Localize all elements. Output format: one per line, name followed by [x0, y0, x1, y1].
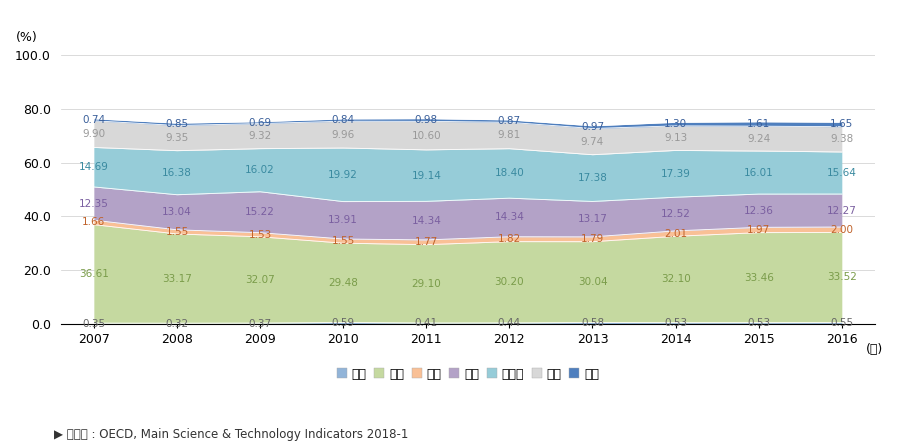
Text: 0.35: 0.35: [83, 319, 106, 328]
Text: 9.32: 9.32: [248, 131, 272, 141]
Text: 12.52: 12.52: [661, 209, 691, 219]
Text: 32.10: 32.10: [661, 275, 691, 284]
Text: 0.37: 0.37: [248, 319, 272, 328]
Legend: 한국, 미국, 일본, 독일, 프랑스, 영국, 중국: 한국, 미국, 일본, 독일, 프랑스, 영국, 중국: [332, 363, 604, 385]
Text: 13.17: 13.17: [578, 214, 607, 224]
Text: ▶ 자료원 : OECD, Main Science & Technology Indicators 2018-1: ▶ 자료원 : OECD, Main Science & Technology …: [54, 428, 408, 441]
Text: 17.38: 17.38: [578, 173, 607, 183]
Text: 9.24: 9.24: [747, 134, 771, 144]
Text: 16.01: 16.01: [744, 167, 773, 178]
Text: (%): (%): [16, 31, 38, 44]
Text: 33.52: 33.52: [827, 272, 857, 283]
Text: 0.98: 0.98: [414, 115, 438, 125]
Text: 1.66: 1.66: [83, 218, 106, 227]
Text: 0.59: 0.59: [332, 318, 354, 328]
Text: 0.84: 0.84: [332, 115, 354, 125]
Text: 1.82: 1.82: [498, 234, 521, 244]
Text: 0.85: 0.85: [165, 119, 188, 129]
Text: 0.44: 0.44: [498, 319, 521, 328]
Text: 2.00: 2.00: [831, 225, 853, 235]
Text: 0.69: 0.69: [248, 117, 272, 128]
Text: 12.27: 12.27: [827, 206, 857, 215]
Text: 19.14: 19.14: [412, 170, 441, 181]
Text: 29.10: 29.10: [412, 279, 441, 289]
Text: 1.61: 1.61: [747, 119, 771, 129]
Text: 0.41: 0.41: [414, 319, 438, 328]
Text: 14.69: 14.69: [79, 162, 109, 172]
Text: 30.04: 30.04: [578, 277, 607, 287]
Text: 1.55: 1.55: [165, 227, 188, 237]
Text: 9.38: 9.38: [831, 134, 853, 144]
Text: 1.79: 1.79: [581, 234, 604, 244]
Text: 12.36: 12.36: [744, 206, 773, 216]
Text: 1.30: 1.30: [664, 119, 687, 129]
Text: 1.53: 1.53: [248, 230, 272, 240]
Text: 29.48: 29.48: [328, 278, 358, 288]
Text: (년): (년): [866, 343, 884, 356]
Text: 13.91: 13.91: [328, 215, 358, 225]
Text: 9.74: 9.74: [581, 137, 604, 146]
Text: 36.61: 36.61: [79, 269, 109, 279]
Text: 0.97: 0.97: [581, 122, 604, 132]
Text: 9.96: 9.96: [332, 129, 355, 140]
Text: 9.81: 9.81: [498, 130, 521, 141]
Text: 0.32: 0.32: [165, 319, 188, 328]
Text: 10.60: 10.60: [412, 130, 441, 141]
Text: 33.46: 33.46: [744, 273, 773, 283]
Text: 14.34: 14.34: [412, 216, 441, 226]
Text: 0.55: 0.55: [831, 318, 853, 328]
Text: 15.64: 15.64: [827, 168, 857, 178]
Text: 0.87: 0.87: [498, 116, 521, 126]
Text: 1.97: 1.97: [747, 225, 771, 235]
Text: 9.90: 9.90: [83, 129, 106, 139]
Text: 2.01: 2.01: [664, 229, 687, 239]
Text: 1.65: 1.65: [831, 120, 853, 129]
Text: 0.53: 0.53: [664, 318, 687, 328]
Text: 9.13: 9.13: [664, 133, 687, 143]
Text: 19.92: 19.92: [328, 170, 358, 180]
Text: 0.53: 0.53: [747, 318, 771, 328]
Text: 16.02: 16.02: [245, 165, 274, 175]
Text: 1.77: 1.77: [414, 237, 438, 247]
Text: 33.17: 33.17: [162, 274, 192, 283]
Text: 32.07: 32.07: [245, 275, 274, 285]
Text: 1.55: 1.55: [332, 236, 355, 246]
Text: 14.34: 14.34: [494, 212, 525, 222]
Text: 16.38: 16.38: [162, 168, 192, 178]
Text: 12.35: 12.35: [79, 198, 109, 209]
Text: 30.20: 30.20: [494, 277, 524, 287]
Text: 0.58: 0.58: [581, 318, 604, 328]
Text: 0.74: 0.74: [83, 115, 106, 125]
Text: 13.04: 13.04: [162, 207, 192, 217]
Text: 17.39: 17.39: [661, 169, 691, 179]
Text: 15.22: 15.22: [245, 207, 275, 217]
Text: 18.40: 18.40: [494, 168, 524, 178]
Text: 9.35: 9.35: [165, 133, 188, 143]
